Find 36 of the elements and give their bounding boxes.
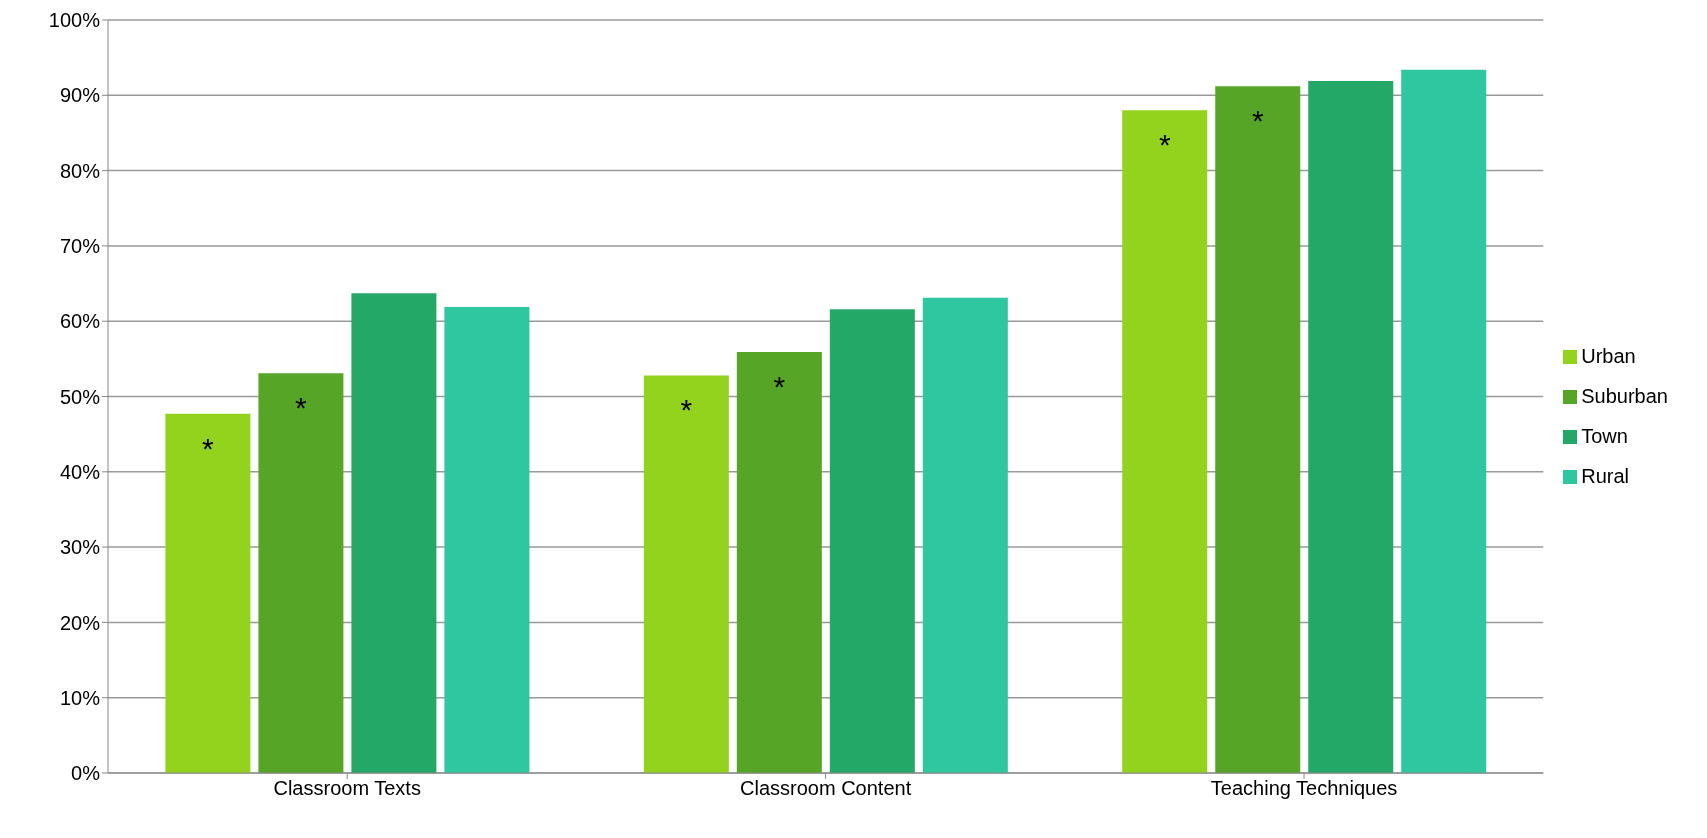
y-tick-label: 40%	[59, 460, 101, 483]
annotation: *	[1251, 104, 1264, 138]
bar	[922, 297, 1008, 773]
x-tick-label: Teaching Techniques	[1210, 777, 1398, 800]
x-tick-label: Classroom Texts	[273, 777, 421, 800]
legend-label: Rural	[1581, 464, 1630, 487]
bar	[258, 373, 344, 773]
annotation: *	[1158, 128, 1171, 162]
y-tick-label: 50%	[59, 385, 101, 408]
bar	[736, 352, 822, 773]
y-tick-label: 100%	[48, 9, 101, 32]
bar	[444, 306, 530, 773]
annotation: *	[680, 393, 693, 427]
annotation: *	[202, 431, 215, 465]
bar	[1401, 69, 1487, 773]
y-tick-label: 70%	[59, 235, 101, 257]
annotation: *	[773, 370, 786, 404]
bar	[829, 309, 915, 773]
bar	[165, 413, 251, 773]
bar	[351, 293, 437, 773]
annotation: *	[295, 391, 308, 425]
y-tick-label: 0%	[71, 762, 101, 785]
bar	[1122, 110, 1208, 773]
y-tick-label: 90%	[59, 84, 101, 107]
y-tick-label: 20%	[59, 611, 101, 634]
bar	[643, 375, 729, 773]
legend-label: Town	[1581, 424, 1628, 447]
y-tick-label: 10%	[59, 686, 101, 709]
y-tick-label: 30%	[59, 536, 101, 559]
x-tick-label: Classroom Content	[740, 777, 912, 800]
bar	[1215, 86, 1301, 773]
bar	[1308, 80, 1394, 773]
legend-label: Urban	[1581, 344, 1636, 367]
legend-label: Suburban	[1581, 384, 1668, 407]
y-tick-label: 80%	[59, 159, 101, 182]
y-tick-label: 60%	[59, 310, 101, 333]
